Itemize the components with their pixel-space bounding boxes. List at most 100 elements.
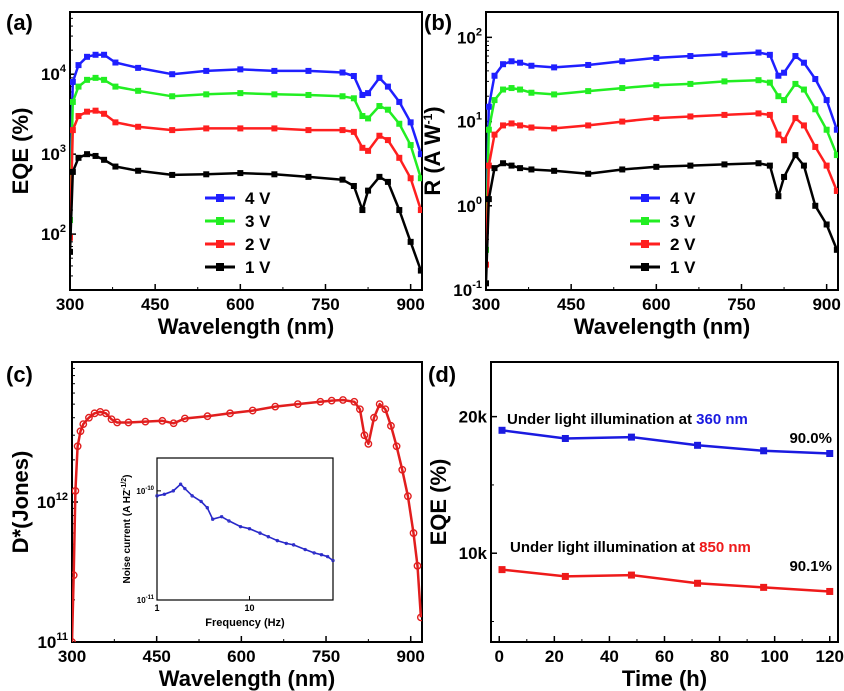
data-point <box>70 248 73 255</box>
annotation-text: Under light illumination at 360 nm <box>507 411 748 428</box>
data-point <box>135 123 142 130</box>
data-point <box>113 418 122 427</box>
data-point <box>359 113 366 120</box>
data-point <box>721 51 728 58</box>
data-point <box>384 137 391 144</box>
data-point <box>398 465 407 474</box>
x-tick-label: 750 <box>312 647 340 666</box>
data-point <box>508 162 515 169</box>
data-point <box>392 442 401 451</box>
inset-data-point <box>205 506 210 510</box>
panel-b: (b) 300 450 600 750 900 10-1 100 101 102 Wavelengt… <box>420 10 841 339</box>
inset-series-line <box>156 483 334 562</box>
data-point <box>73 442 82 451</box>
inset-data-point <box>227 519 231 523</box>
inset-data-point <box>275 538 280 543</box>
data-point <box>417 175 422 182</box>
legend-label: 3 V <box>245 212 271 231</box>
series-line-1 <box>70 53 422 197</box>
data-point <box>781 173 788 180</box>
data-point <box>694 579 702 587</box>
data-point <box>327 396 336 405</box>
data-point <box>833 187 838 194</box>
plot-frame <box>485 11 839 291</box>
inset-data-point <box>210 517 215 521</box>
data-point <box>339 93 346 100</box>
data-point <box>112 119 119 126</box>
data-point <box>181 414 189 423</box>
x-axis-title: Time (h) <box>622 666 707 691</box>
inset-data-point <box>325 554 330 559</box>
data-point <box>812 143 819 150</box>
data-point <box>359 91 366 98</box>
inset-data-point <box>258 531 262 535</box>
y-tick-label: 103 <box>41 143 66 164</box>
series-line-2 <box>501 568 830 593</box>
data-point <box>517 86 524 93</box>
data-point <box>486 280 489 287</box>
data-point <box>203 171 210 178</box>
inset-data-point <box>155 494 159 498</box>
data-point <box>350 397 359 406</box>
data-point <box>350 182 357 189</box>
legend-label: 2 V <box>245 235 271 254</box>
data-point <box>101 409 110 418</box>
data-point <box>792 152 799 159</box>
data-point <box>135 167 142 174</box>
data-point <box>271 91 278 98</box>
data-point <box>517 122 524 129</box>
data-point <box>237 170 244 177</box>
x-tick-label: 600 <box>227 647 255 666</box>
panel-label: (b) <box>424 10 452 35</box>
data-point <box>792 80 799 87</box>
data-point <box>365 90 372 97</box>
data-point <box>416 613 422 622</box>
data-point <box>491 72 498 79</box>
panel-label: (d) <box>428 362 456 387</box>
data-point <box>486 196 492 203</box>
data-point <box>403 492 412 501</box>
data-point <box>508 58 515 65</box>
series-group <box>486 49 838 287</box>
data-point <box>339 69 346 76</box>
data-point <box>169 93 176 100</box>
y-tick-label: 102 <box>41 223 66 244</box>
data-point <box>92 152 99 159</box>
data-point <box>370 413 378 422</box>
data-point <box>305 91 312 98</box>
data-point <box>517 165 524 172</box>
data-point <box>305 127 312 134</box>
y-axis-title: R (A W-1) <box>420 106 445 195</box>
data-point <box>70 98 76 105</box>
x-tick-label: 450 <box>142 647 170 666</box>
data-point <box>500 160 507 167</box>
data-point <box>800 59 807 66</box>
data-point <box>500 86 507 93</box>
x-tick-label: 900 <box>812 295 840 314</box>
data-point <box>271 125 278 132</box>
x-tick-label: 100 <box>760 647 788 666</box>
data-point <box>92 107 99 114</box>
x-axis-title: Wavelength (nm) <box>574 314 750 339</box>
data-point <box>585 122 592 129</box>
data-point <box>528 62 535 69</box>
data-point <box>812 76 819 83</box>
data-point <box>248 406 257 415</box>
x-tick-label: 300 <box>56 295 84 314</box>
series-line-2 <box>486 78 838 250</box>
data-point <box>812 202 819 209</box>
data-point <box>775 72 782 79</box>
series-group <box>72 396 422 642</box>
inset-x-axis-title: Frequency (Hz) <box>205 617 285 629</box>
data-point <box>491 131 498 138</box>
data-point <box>781 69 788 76</box>
data-point <box>528 89 535 96</box>
y-tick-label: 1012 <box>37 491 68 512</box>
data-point <box>376 173 383 180</box>
data-point <box>407 142 414 149</box>
data-point <box>687 113 694 120</box>
data-point <box>551 167 558 174</box>
data-point <box>653 82 660 89</box>
legend-label: 4 V <box>245 189 271 208</box>
